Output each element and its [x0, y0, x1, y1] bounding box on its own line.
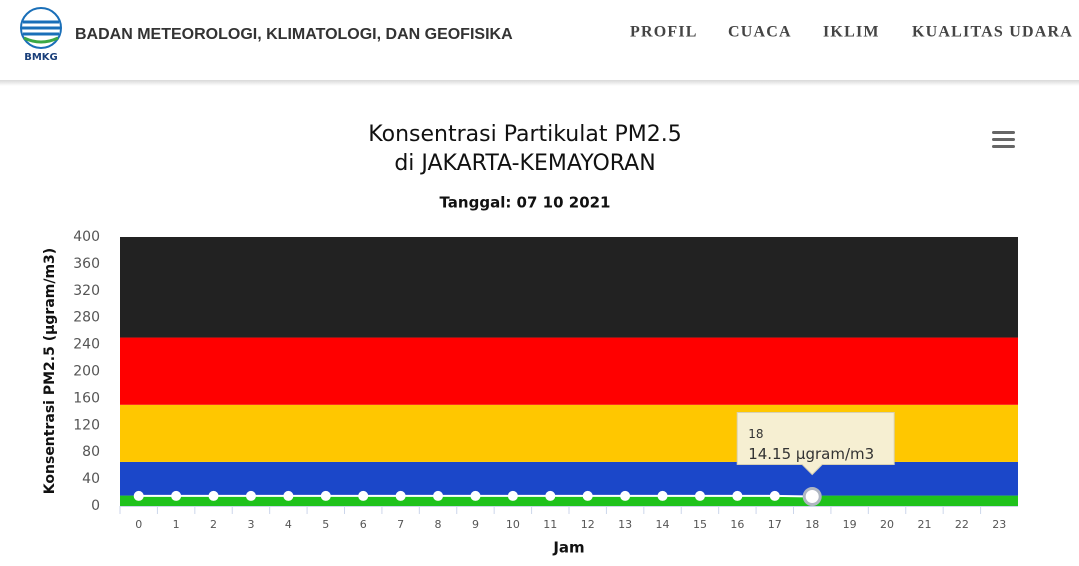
plot-band [120, 495, 1018, 506]
menu-button[interactable] [992, 131, 1015, 148]
logo-text: BMKG [24, 52, 58, 63]
x-tick-label: 18 [805, 518, 819, 531]
x-tick-label: 20 [880, 518, 894, 531]
data-point [620, 490, 631, 501]
tooltip: 18 14.15 µgram/m3 [736, 411, 895, 476]
tooltip-value: 14.15 µgram/m3 [748, 445, 874, 463]
x-tick-label: 13 [618, 518, 632, 531]
x-tick-label: 17 [768, 518, 782, 531]
y-tick-label: 280 [73, 310, 100, 326]
x-tick-label: 15 [693, 518, 707, 531]
data-point [545, 490, 556, 501]
data-point [245, 490, 256, 501]
tooltip-title: 18 [748, 427, 763, 441]
x-axis-label: Jam [552, 539, 584, 557]
y-tick-label: 320 [73, 283, 100, 299]
x-tick-label: 1 [173, 518, 180, 531]
data-point [133, 490, 144, 501]
x-tick-label: 9 [472, 518, 479, 531]
plot-band [120, 237, 1018, 338]
x-tick-label: 6 [360, 518, 367, 531]
x-tick-label: 8 [435, 518, 442, 531]
data-point [802, 486, 822, 506]
x-tick-label: 21 [917, 518, 931, 531]
plot-band [120, 337, 1018, 405]
x-tick-label: 11 [543, 518, 557, 531]
y-tick-label: 40 [82, 471, 100, 487]
data-point [507, 490, 518, 501]
y-tick-label: 80 [82, 444, 100, 460]
y-axis-label: Konsentrasi PM2.5 (µgram/m3) [42, 248, 58, 494]
nav-item[interactable]: IKLIM [823, 24, 880, 41]
x-tick-label: 5 [322, 518, 329, 531]
logo[interactable] [20, 7, 62, 49]
x-tick-label: 10 [506, 518, 520, 531]
data-point [433, 490, 444, 501]
data-point [320, 490, 331, 501]
x-tick-label: 19 [843, 518, 857, 531]
x-tick-label: 0 [135, 518, 142, 531]
nav-item[interactable]: KUALITAS UDARA [912, 24, 1073, 41]
x-tick-label: 2 [210, 518, 217, 531]
data-point [208, 490, 219, 501]
data-point [732, 490, 743, 501]
x-tick-label: 3 [247, 518, 254, 531]
chart-subtitle: Tanggal: 07 10 2021 [440, 194, 611, 212]
data-point [470, 490, 481, 501]
y-tick-label: 160 [73, 390, 100, 406]
x-tick-label: 14 [656, 518, 670, 531]
y-tick-label: 200 [73, 364, 100, 380]
chart-title: di JAKARTA-KEMAYORAN [394, 151, 655, 176]
data-point [582, 490, 593, 501]
header-shadow [0, 80, 1079, 86]
x-tick-label: 23 [992, 518, 1006, 531]
data-point [283, 490, 294, 501]
y-tick-label: 0 [91, 498, 100, 514]
nav-item[interactable]: CUACA [728, 24, 792, 41]
data-point [171, 490, 182, 501]
x-tick-label: 12 [581, 518, 595, 531]
x-tick-label: 7 [397, 518, 404, 531]
chart-title: Konsentrasi Partikulat PM2.5 [368, 122, 681, 147]
site-name[interactable]: BADAN METEOROLOGI, KLIMATOLOGI, DAN GEOF… [75, 26, 513, 43]
x-tick-label: 4 [285, 518, 292, 531]
nav-item[interactable]: PROFIL [630, 24, 698, 41]
data-point [358, 490, 369, 501]
y-tick-label: 120 [73, 417, 100, 433]
plot-band [120, 461, 1018, 496]
x-tick-label: 16 [730, 518, 744, 531]
data-point [657, 490, 668, 501]
header [0, 0, 1079, 80]
y-tick-label: 240 [73, 337, 100, 353]
y-tick-label: 360 [73, 256, 100, 272]
data-point [694, 490, 705, 501]
x-tick-label: 22 [955, 518, 969, 531]
y-tick-label: 400 [73, 229, 100, 245]
data-point [395, 490, 406, 501]
tooltip-box [736, 411, 895, 476]
data-point [769, 490, 780, 501]
